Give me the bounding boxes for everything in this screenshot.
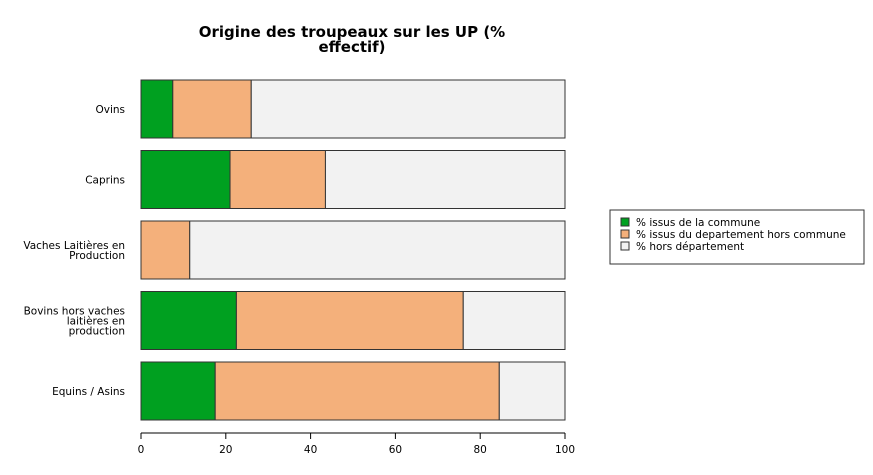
x-tick-label: 40 [304,444,317,456]
x-tick-label: 20 [219,444,232,456]
bars [140,79,566,421]
bar-segment [140,150,231,209]
bar-segment [189,220,566,280]
bar-segment [172,79,252,139]
bar-segment [140,361,216,421]
category-label: Ovins [95,104,125,116]
bar-segment [140,291,237,350]
bar-segment [250,79,566,139]
category-label: Bovins hors vaches [24,306,125,318]
category-label: laitières en [67,316,125,328]
legend-swatch [620,241,630,251]
x-tick-label: 0 [138,444,145,456]
legend-label: % issus du departement hors commune [636,229,846,241]
legend-swatch [620,217,630,227]
bar-segment [140,220,191,280]
x-tick-label: 60 [389,444,402,456]
x-tick-label: 100 [555,444,575,456]
bar-segment [498,361,566,421]
bar-segment [140,79,174,139]
bar-segment [214,361,500,421]
chart-title-line: Origine des troupeaux sur les UP (% [199,23,505,41]
legend-label: % hors département [636,241,744,253]
bar-segment [324,150,566,209]
chart-title: Origine des troupeaux sur les UP (%effec… [199,23,505,56]
category-label: Equins / Asins [52,386,125,398]
bar-segment [462,291,566,350]
legend-box [609,209,865,265]
category-label: Vaches Laitières en [23,240,125,252]
category-label: production [69,326,125,338]
legend: % issus de la commune% issus du departem… [609,209,865,265]
chart-title-line: effectif) [318,38,385,56]
bar-segment [229,150,326,209]
legend-label: % issus de la commune [636,217,760,229]
x-axis: 0 20 40 60 80 100 [138,432,575,456]
category-labels: Ovins Caprins Vaches Laitières enProductio… [23,104,125,398]
x-tick-label: 80 [474,444,487,456]
category-label: Production [69,250,125,262]
legend-swatch [620,229,630,239]
category-label: Caprins [85,175,125,187]
bar-segment [235,291,464,350]
